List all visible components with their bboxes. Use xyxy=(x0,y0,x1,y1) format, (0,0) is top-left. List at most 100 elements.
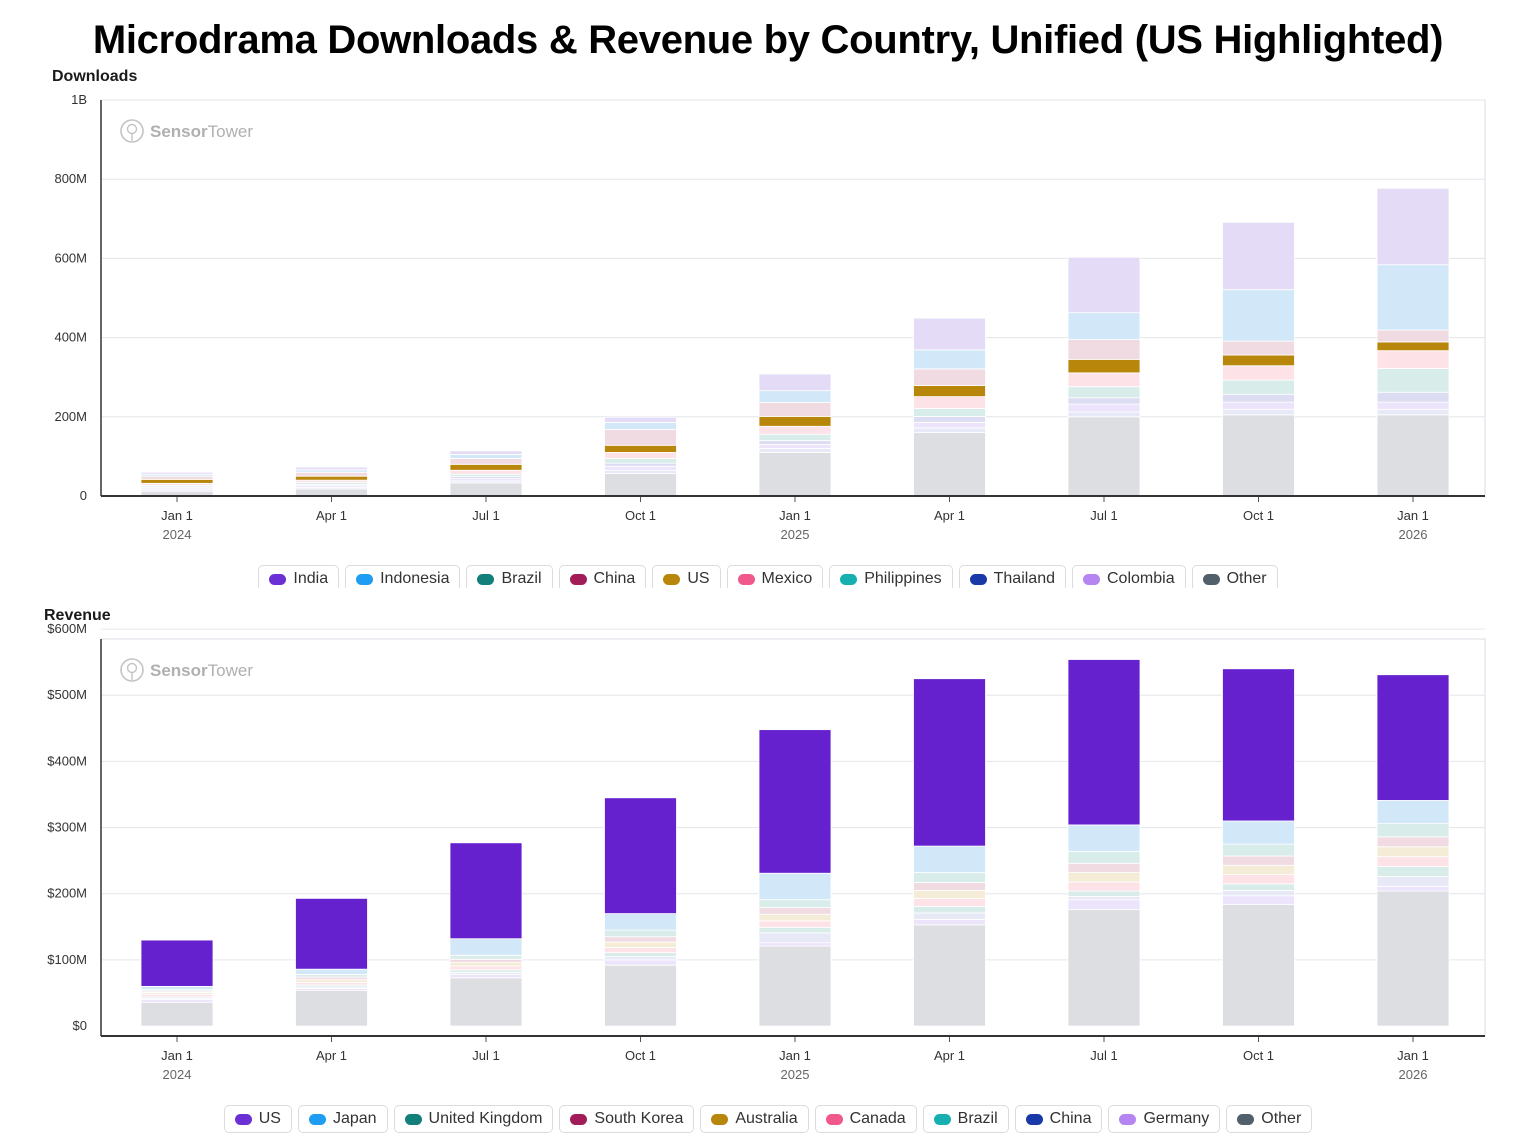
legend-swatch-icon xyxy=(570,1113,588,1125)
revenue-legend-item-germany[interactable]: Germany xyxy=(1108,1105,1221,1133)
revenue-chart: $0 $100M $200M $300M $400M $500M $600M SensorTo… xyxy=(47,621,1486,1082)
revenue-legend-item-united-kingdom[interactable]: United Kingdom xyxy=(393,1105,554,1133)
downloads-legend-item-mexico[interactable]: Mexico xyxy=(726,565,824,588)
downloads-bar-brazil xyxy=(1222,379,1295,395)
revenue-bar-china xyxy=(1067,895,1141,901)
downloads-bar-mexico xyxy=(913,396,986,409)
downloads-bar-mexico xyxy=(449,469,523,475)
downloads-panel-title: Downloads xyxy=(52,68,138,85)
revenue-bar-germany xyxy=(913,919,986,926)
revenue-bar-united-kingdom xyxy=(1376,823,1450,838)
revenue-legend-item-china[interactable]: China xyxy=(1014,1105,1103,1133)
legend-swatch-icon xyxy=(477,573,495,585)
revenue-bar-australia xyxy=(604,941,677,948)
downloads-x-tick-label: Jan 1 xyxy=(779,508,811,523)
downloads-bar-india xyxy=(604,416,677,423)
revenue-bar-other xyxy=(913,924,986,1027)
revenue-x-tick-label: Jan 1 xyxy=(1397,1048,1429,1063)
downloads-legend-item-other[interactable]: Other xyxy=(1191,565,1278,588)
revenue-legend-item-japan[interactable]: Japan xyxy=(297,1105,388,1133)
downloads-legend-item-thailand[interactable]: Thailand xyxy=(958,565,1066,588)
downloads-legend-item-brazil[interactable]: Brazil xyxy=(466,565,553,588)
sensortower-logo-icon xyxy=(120,119,144,143)
revenue-legend: US Japan United Kingdom South Korea Australi… xyxy=(0,1105,1536,1133)
downloads-bar-colombia xyxy=(913,421,986,429)
revenue-legend-item-us[interactable]: US xyxy=(223,1105,292,1133)
revenue-bar-japan xyxy=(449,938,523,956)
downloads-bar-other xyxy=(1376,414,1450,497)
downloads-bar-other xyxy=(913,432,986,497)
revenue-bar-us xyxy=(758,729,832,874)
revenue-bar-us xyxy=(913,678,986,847)
downloads-bar-other xyxy=(1222,414,1295,497)
legend-swatch-icon xyxy=(737,573,755,585)
downloads-x-tick-label: Apr 1 xyxy=(934,508,965,523)
legend-swatch-icon xyxy=(711,1113,729,1125)
downloads-bar-india xyxy=(1067,256,1141,314)
downloads-bar-china xyxy=(140,475,214,480)
revenue-bar-japan xyxy=(758,872,832,901)
revenue-bar-brazil xyxy=(1222,883,1295,891)
legend-label: Other xyxy=(1226,570,1267,587)
downloads-x-tick-label: Jul 1 xyxy=(1090,508,1117,523)
downloads-watermark-text: SensorTower xyxy=(150,122,253,141)
downloads-bar-india xyxy=(1376,187,1450,266)
legend-label: Germany xyxy=(1143,1110,1210,1127)
sensortower-logo-icon xyxy=(126,123,138,135)
downloads-bar-philippines xyxy=(1067,397,1141,405)
revenue-bar-china xyxy=(913,912,986,920)
legend-label: China xyxy=(1049,1110,1092,1127)
revenue-legend-item-canada[interactable]: Canada xyxy=(814,1105,917,1133)
downloads-bar-thailand xyxy=(758,448,832,453)
watermark-brand-a: Sensor xyxy=(150,661,208,680)
downloads-legend-item-india[interactable]: India xyxy=(258,565,340,588)
legend-label: Canada xyxy=(849,1110,906,1127)
revenue-legend-item-brazil[interactable]: Brazil xyxy=(922,1105,1009,1133)
legend-label: Brazil xyxy=(957,1110,998,1127)
revenue-bar-germany xyxy=(449,974,523,979)
revenue-bar-south-korea xyxy=(913,882,986,891)
downloads-legend-item-us[interactable]: US xyxy=(652,565,721,588)
revenue-legend-item-australia[interactable]: Australia xyxy=(700,1105,809,1133)
downloads-bar-china xyxy=(1222,340,1295,356)
downloads-bar-us xyxy=(604,444,677,453)
revenue-bar-germany xyxy=(1376,886,1450,892)
downloads-bar-us xyxy=(140,478,214,484)
revenue-sensortower-watermark: SensorTower xyxy=(120,658,253,682)
downloads-x-tick-label: Apr 1 xyxy=(316,508,347,523)
revenue-bar-japan xyxy=(140,985,214,991)
legend-label: Indonesia xyxy=(380,570,450,587)
revenue-x-tick-label: Oct 1 xyxy=(625,1048,656,1063)
downloads-bar-other xyxy=(1067,416,1141,497)
legend-label: US xyxy=(258,1110,281,1127)
legend-swatch-icon xyxy=(569,573,587,585)
downloads-legend-item-philippines[interactable]: Philippines xyxy=(829,565,953,588)
downloads-legend-item-china[interactable]: China xyxy=(558,565,647,588)
legend-swatch-icon xyxy=(663,573,681,585)
revenue-bar-canada xyxy=(449,965,523,971)
downloads-x-tick-year: 2026 xyxy=(1399,527,1428,542)
revenue-bar-united-kingdom xyxy=(604,929,677,938)
legend-swatch-icon xyxy=(404,1113,422,1125)
revenue-legend-item-other[interactable]: Other xyxy=(1226,1105,1313,1133)
downloads-legend-item-colombia[interactable]: Colombia xyxy=(1072,565,1186,588)
revenue-legend-item-south-korea[interactable]: South Korea xyxy=(559,1105,695,1133)
legend-swatch-icon xyxy=(1202,573,1220,585)
revenue-y-tick-label: $100M xyxy=(47,952,87,967)
downloads-bar-china xyxy=(913,368,986,386)
downloads-bar-china xyxy=(1376,329,1450,343)
revenue-bar-brazil xyxy=(604,952,677,958)
downloads-bar-us xyxy=(1067,358,1141,374)
revenue-bar-australia xyxy=(1222,864,1295,875)
downloads-bar-thailand xyxy=(1376,408,1450,416)
downloads-bar-mexico xyxy=(604,452,677,459)
downloads-bar-china xyxy=(758,402,832,417)
legend-label: Thailand xyxy=(993,570,1055,587)
legend-swatch-icon xyxy=(840,573,858,585)
revenue-bar-us xyxy=(140,939,214,987)
downloads-bar-indonesia xyxy=(1222,289,1295,342)
downloads-bar-brazil xyxy=(1067,386,1141,399)
revenue-bar-brazil xyxy=(1067,890,1141,897)
downloads-x-tick-label: Jan 1 xyxy=(161,508,193,523)
downloads-legend-item-indonesia[interactable]: Indonesia xyxy=(345,565,461,588)
